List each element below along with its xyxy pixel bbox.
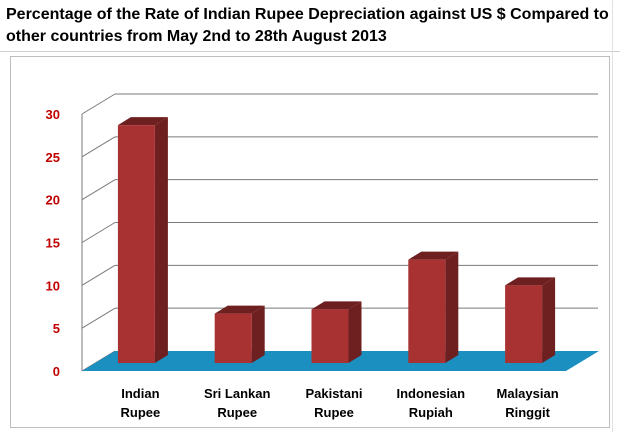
category-label-3-0: Indonesian [396,386,465,401]
gridline-depth-5 [81,307,116,329]
gridline-depth-10 [81,264,116,286]
bar-side-3 [445,251,459,363]
bar-2 [311,309,349,363]
bar-4 [505,285,543,363]
y-tick-label-30: 30 [46,107,60,122]
category-label-1-1: Rupee [217,405,257,420]
bar-side-1 [251,305,265,363]
chart-title-line-1: Percentage of the Rate of Indian Rupee D… [6,6,609,23]
category-label-4-0: Malaysian [497,386,559,401]
y-tick-label-5: 5 [53,321,60,336]
y-tick-label-15: 15 [46,236,60,251]
gridline-depth-15 [81,222,116,243]
chart-title-line-2: other countries from May 2nd to 28th Aug… [6,28,387,45]
category-label-2-0: Pakistani [305,386,362,401]
bar-side-4 [542,277,556,363]
category-label-3-1: Rupiah [409,405,453,420]
chart-title: Percentage of the Rate of Indian Rupee D… [6,4,612,48]
bar-side-0 [154,117,168,363]
bar-top-4 [505,277,556,286]
y-tick-label-25: 25 [46,150,60,165]
gridline-depth-30 [81,93,116,115]
gridline-depth-20 [81,179,116,201]
bar-top-1 [214,305,265,314]
y-tick-label-0: 0 [53,364,60,379]
y-tick-label-10: 10 [46,278,60,293]
bar-0 [117,125,155,363]
bar-1 [214,313,252,363]
bar-side-2 [348,301,362,363]
category-label-0-0: Indian [121,386,159,401]
category-label-2-1: Rupee [314,405,354,420]
bar-top-2 [311,301,362,310]
category-label-4-1: Ringgit [505,405,550,420]
title-divider [0,51,620,52]
bar-3 [408,259,446,363]
bar-top-3 [408,251,459,260]
category-label-0-1: Rupee [121,405,161,420]
category-label-1-0: Sri Lankan [204,386,271,401]
right-gridline [612,0,613,432]
bar-top-0 [117,117,168,126]
y-tick-label-20: 20 [46,193,60,208]
gridline-depth-25 [81,136,116,158]
